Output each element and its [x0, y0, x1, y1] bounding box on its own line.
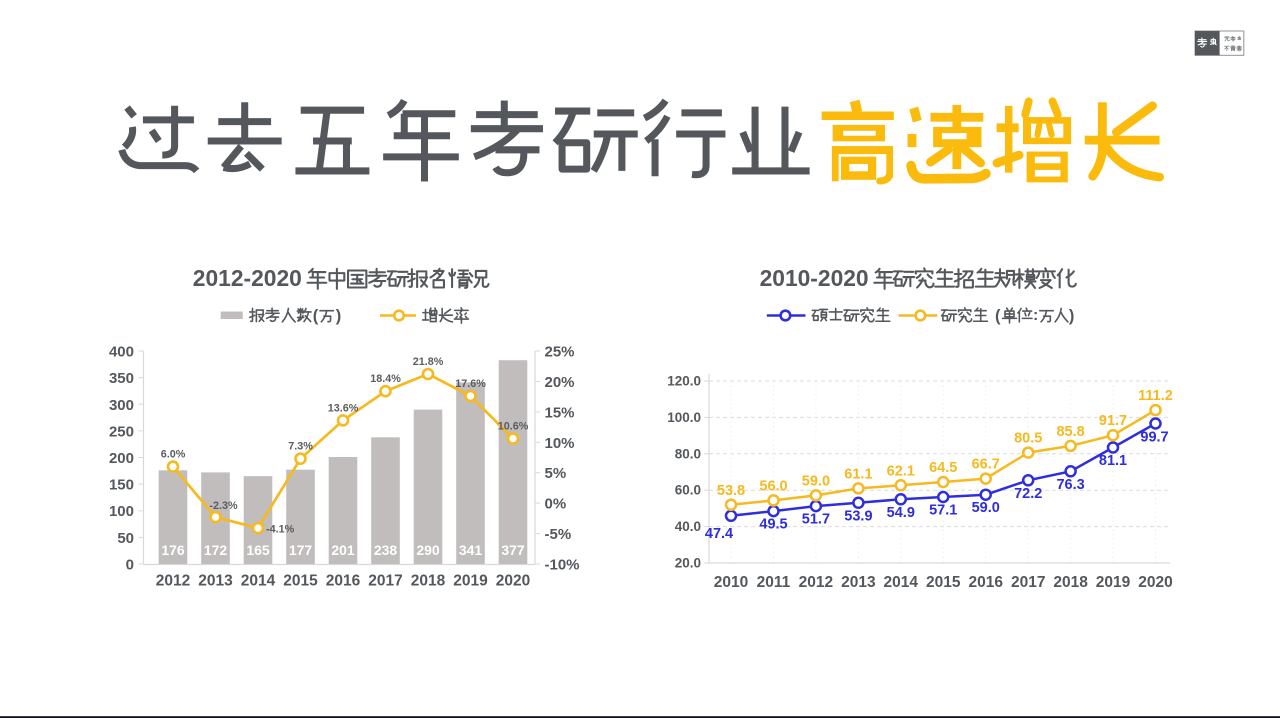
svg-text:50: 50 [117, 530, 134, 547]
svg-text:53.9: 53.9 [844, 508, 872, 524]
svg-text:2017: 2017 [1011, 574, 1045, 591]
svg-text:2010: 2010 [714, 574, 748, 591]
svg-text:341: 341 [459, 542, 483, 558]
svg-text:18.4%: 18.4% [370, 373, 401, 385]
svg-text:-10%: -10% [545, 557, 580, 574]
svg-text:81.1: 81.1 [1099, 453, 1127, 469]
svg-text:290: 290 [416, 542, 440, 558]
svg-text:85.8: 85.8 [1056, 424, 1084, 440]
svg-text:2013: 2013 [841, 574, 876, 591]
svg-text:2011: 2011 [757, 574, 791, 591]
svg-text:17.6%: 17.6% [455, 378, 486, 390]
svg-text:2012: 2012 [799, 574, 833, 591]
svg-text:2019: 2019 [1096, 574, 1131, 591]
svg-text:59.0: 59.0 [972, 500, 1000, 516]
svg-text:0: 0 [126, 557, 134, 574]
svg-text:47.4: 47.4 [705, 526, 733, 542]
svg-text:51.7: 51.7 [802, 512, 830, 528]
svg-text:64.5: 64.5 [929, 460, 957, 476]
svg-text:): ) [1069, 307, 1075, 325]
svg-text:100: 100 [109, 503, 134, 520]
svg-text:56.0: 56.0 [759, 478, 787, 494]
svg-text:250: 250 [109, 423, 134, 440]
svg-text:350: 350 [109, 370, 134, 387]
svg-text:80.5: 80.5 [1014, 431, 1042, 447]
svg-text:60.0: 60.0 [675, 483, 701, 498]
svg-text:6.0%: 6.0% [161, 449, 186, 461]
svg-text:40.0: 40.0 [675, 519, 701, 534]
svg-text:13.6%: 13.6% [328, 402, 359, 414]
svg-text:2016: 2016 [326, 573, 361, 590]
svg-text:150: 150 [109, 477, 134, 494]
svg-text:2015: 2015 [926, 574, 961, 591]
svg-text:99.7: 99.7 [1140, 430, 1168, 446]
svg-text:20.0: 20.0 [675, 556, 701, 571]
svg-text:0%: 0% [545, 496, 567, 513]
svg-text:165: 165 [246, 542, 270, 558]
svg-text:120.0: 120.0 [667, 374, 701, 389]
svg-text:2015: 2015 [283, 573, 318, 590]
svg-text:-2.3%: -2.3% [209, 500, 238, 512]
svg-text:): ) [336, 307, 342, 325]
svg-text:7.3%: 7.3% [288, 441, 313, 453]
svg-text:10%: 10% [545, 435, 575, 452]
svg-text:172: 172 [204, 542, 228, 558]
svg-text:76.3: 76.3 [1056, 477, 1084, 493]
svg-text:177: 177 [289, 542, 313, 558]
svg-text:91.7: 91.7 [1099, 413, 1127, 429]
svg-text:201: 201 [331, 542, 355, 558]
svg-text:2014: 2014 [884, 574, 919, 591]
svg-text:25%: 25% [545, 344, 575, 361]
svg-text:2014: 2014 [241, 573, 276, 590]
svg-text:238: 238 [374, 542, 398, 558]
svg-text:21.8%: 21.8% [413, 356, 444, 368]
svg-text:2016: 2016 [968, 574, 1003, 591]
svg-text:176: 176 [161, 542, 185, 558]
svg-text:2018: 2018 [1053, 574, 1088, 591]
svg-text:(: ( [313, 307, 319, 325]
svg-text:2012-2020: 2012-2020 [193, 265, 302, 291]
svg-text:49.5: 49.5 [759, 517, 787, 533]
svg-text:72.2: 72.2 [1014, 486, 1042, 502]
svg-text:400: 400 [109, 344, 134, 361]
svg-text:2010-2020: 2010-2020 [760, 265, 869, 291]
svg-text:2013: 2013 [198, 573, 233, 590]
svg-text:10.6%: 10.6% [498, 421, 529, 433]
svg-text:59.0: 59.0 [802, 473, 830, 489]
svg-text:-4.1%: -4.1% [266, 524, 295, 536]
svg-text:2017: 2017 [368, 573, 402, 590]
svg-text:111.2: 111.2 [1138, 388, 1173, 404]
svg-text:57.1: 57.1 [929, 503, 957, 519]
svg-text:(: ( [995, 307, 1001, 325]
svg-text:54.9: 54.9 [887, 505, 915, 521]
svg-text:-5%: -5% [545, 526, 572, 543]
svg-text:15%: 15% [545, 404, 575, 421]
svg-text:2012: 2012 [156, 573, 190, 590]
svg-text:377: 377 [501, 542, 525, 558]
svg-text:200: 200 [109, 450, 134, 467]
svg-text:80.0: 80.0 [675, 446, 701, 461]
svg-text:300: 300 [109, 397, 134, 414]
svg-text:100.0: 100.0 [667, 410, 701, 425]
svg-text::: : [1033, 307, 1038, 324]
svg-text:2020: 2020 [1138, 574, 1172, 591]
svg-text:62.1: 62.1 [887, 463, 915, 479]
svg-text:61.1: 61.1 [844, 466, 872, 482]
svg-text:53.8: 53.8 [717, 483, 745, 499]
svg-text:2018: 2018 [411, 573, 446, 590]
svg-text:2019: 2019 [453, 573, 488, 590]
svg-text:2020: 2020 [496, 573, 530, 590]
svg-text:5%: 5% [545, 465, 567, 482]
svg-text:66.7: 66.7 [972, 457, 1000, 473]
svg-text:20%: 20% [545, 374, 575, 391]
